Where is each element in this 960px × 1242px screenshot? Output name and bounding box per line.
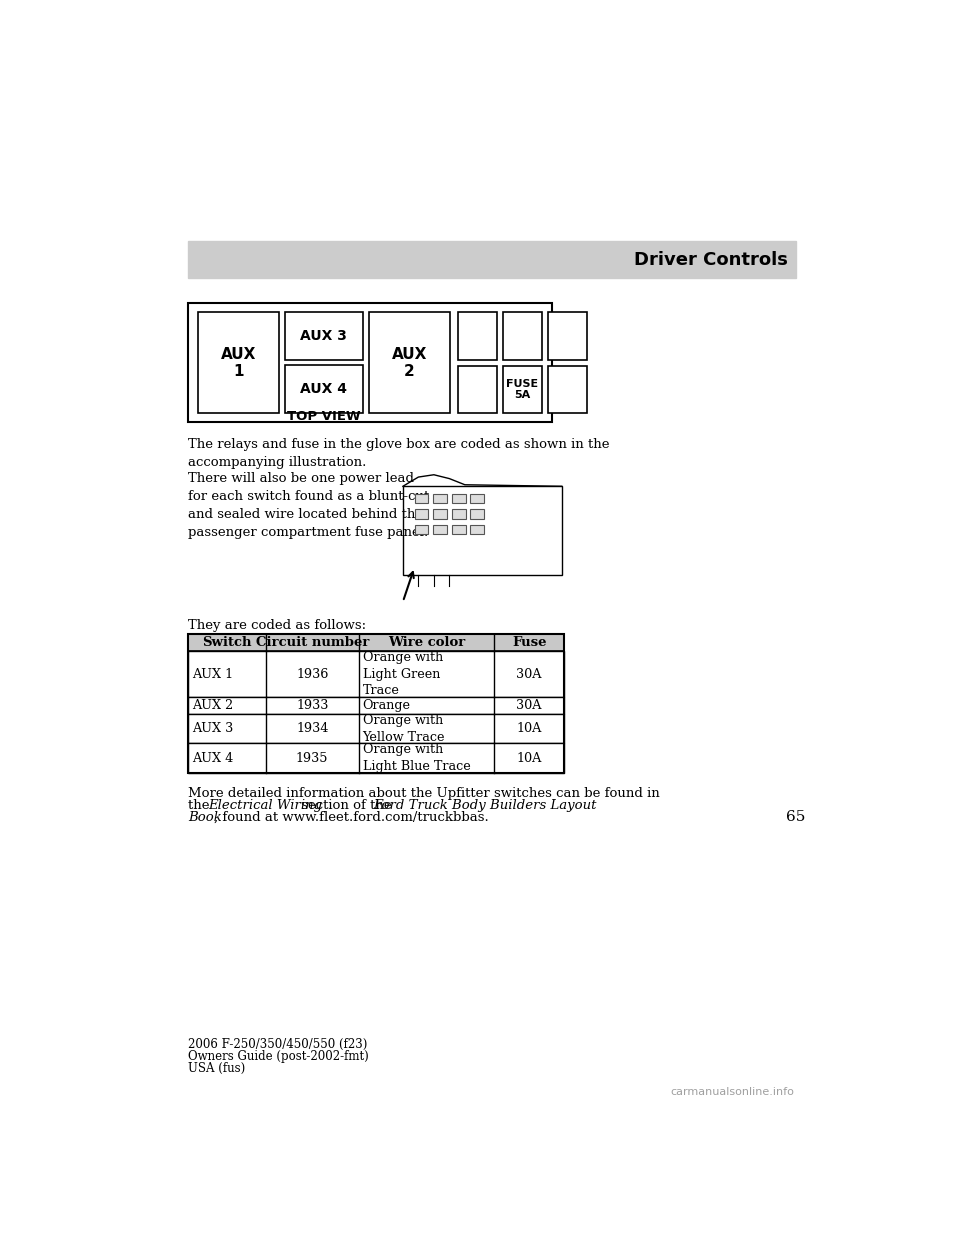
Text: AUX
2: AUX 2	[392, 347, 427, 379]
Text: Switch: Switch	[203, 636, 252, 650]
Text: carmanualsonline.info: carmanualsonline.info	[670, 1087, 794, 1097]
Text: 1936: 1936	[296, 668, 328, 681]
Text: , found at www.fleet.ford.com/truckbbas.: , found at www.fleet.ford.com/truckbbas.	[214, 811, 489, 825]
Text: Orange with
Yellow Trace: Orange with Yellow Trace	[363, 714, 445, 744]
Text: 1934: 1934	[296, 723, 328, 735]
Text: Owners Guide (post-2002-fmt): Owners Guide (post-2002-fmt)	[188, 1049, 369, 1063]
Bar	[433, 509, 447, 519]
Text: 65: 65	[786, 810, 805, 823]
Text: Ford Truck Body Builders Layout: Ford Truck Body Builders Layout	[373, 799, 597, 812]
Text: Book: Book	[188, 811, 222, 825]
Text: 30A: 30A	[516, 668, 542, 681]
Bar	[503, 312, 541, 360]
Text: Orange: Orange	[363, 699, 411, 712]
Text: 10A: 10A	[516, 723, 541, 735]
Text: The relays and fuse in the glove box are coded as shown in the
accompanying illu: The relays and fuse in the glove box are…	[188, 437, 610, 468]
Text: Electrical Wiring: Electrical Wiring	[208, 799, 323, 812]
Text: Fuse: Fuse	[512, 636, 546, 650]
Bar	[458, 312, 496, 360]
Bar	[285, 365, 363, 414]
Bar	[470, 525, 484, 534]
Text: the: the	[188, 799, 214, 812]
Bar	[188, 651, 564, 697]
Text: FUSE
5A: FUSE 5A	[506, 379, 539, 400]
Bar	[452, 525, 466, 534]
Text: AUX
1: AUX 1	[221, 347, 256, 379]
Bar	[188, 697, 564, 714]
Text: 1935: 1935	[296, 751, 328, 765]
Bar	[503, 366, 541, 414]
Bar	[433, 494, 447, 503]
Bar	[285, 312, 363, 360]
Bar	[470, 509, 484, 519]
Text: section of the: section of the	[297, 799, 396, 812]
Bar	[415, 509, 428, 519]
Text: AUX 4: AUX 4	[192, 751, 233, 765]
Bar	[369, 312, 450, 414]
Text: Wire color: Wire color	[388, 636, 466, 650]
Bar	[188, 303, 552, 422]
Bar	[452, 494, 466, 503]
Bar	[458, 366, 496, 414]
Text: AUX 3: AUX 3	[300, 329, 348, 343]
Bar	[198, 312, 278, 414]
Text: 2006 F-250/350/450/550 (f23): 2006 F-250/350/450/550 (f23)	[188, 1038, 368, 1052]
Text: USA (fus): USA (fus)	[188, 1062, 246, 1074]
Text: AUX 1: AUX 1	[192, 668, 233, 681]
Bar	[188, 241, 796, 278]
Text: AUX 3: AUX 3	[192, 723, 233, 735]
Text: 30A: 30A	[516, 699, 542, 712]
Bar	[403, 487, 562, 575]
Text: TOP VIEW: TOP VIEW	[287, 410, 361, 422]
Text: AUX 4: AUX 4	[300, 383, 348, 396]
Bar	[415, 525, 428, 534]
Bar	[188, 635, 564, 773]
Bar	[415, 494, 428, 503]
Text: Driver Controls: Driver Controls	[635, 251, 788, 270]
Text: 1933: 1933	[296, 699, 328, 712]
Bar	[433, 525, 447, 534]
Text: Orange with
Light Green
Trace: Orange with Light Green Trace	[363, 651, 443, 697]
Bar	[188, 635, 564, 651]
Bar	[470, 494, 484, 503]
Bar	[548, 312, 587, 360]
Text: There will also be one power lead
for each switch found as a blunt-cut
and seale: There will also be one power lead for ea…	[188, 472, 429, 539]
Bar	[452, 509, 466, 519]
Text: More detailed information about the Upfitter switches can be found in: More detailed information about the Upfi…	[188, 786, 660, 800]
Bar	[548, 366, 587, 414]
Text: Circuit number: Circuit number	[255, 636, 369, 650]
Text: 10A: 10A	[516, 751, 541, 765]
Text: AUX 2: AUX 2	[192, 699, 233, 712]
Bar	[188, 714, 564, 744]
Bar	[188, 744, 564, 773]
Text: They are coded as follows:: They are coded as follows:	[188, 619, 367, 632]
Text: Orange with
Light Blue Trace: Orange with Light Blue Trace	[363, 744, 470, 773]
